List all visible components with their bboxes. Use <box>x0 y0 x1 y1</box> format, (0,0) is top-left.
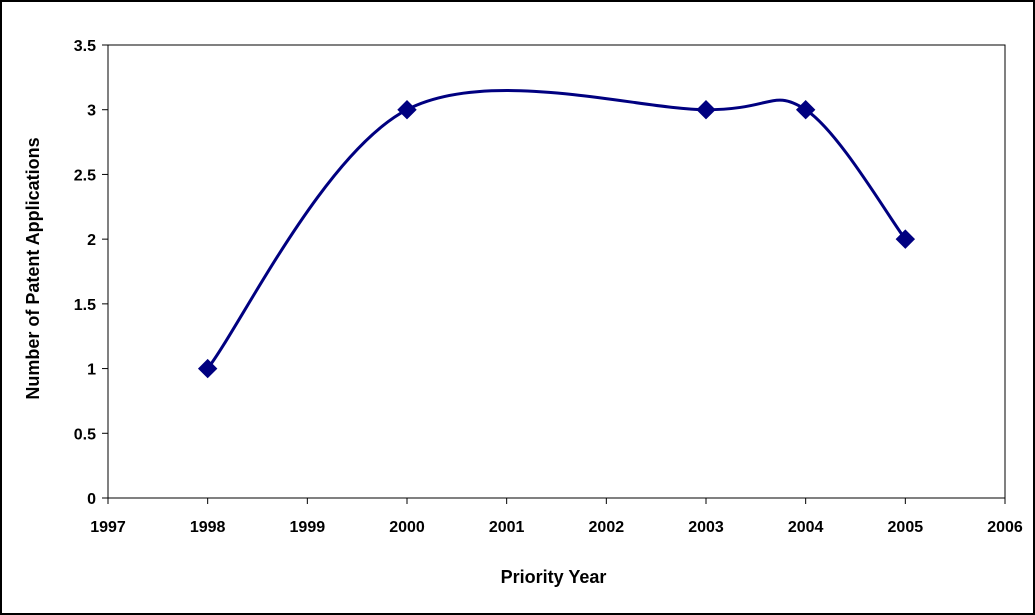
y-axis-title: Number of Patent Applications <box>23 137 43 399</box>
series-line <box>206 89 907 371</box>
y-tick-labels: 0 0.5 1 1.5 2 2.5 3 3.5 <box>74 38 96 508</box>
y-tick-label: 3.5 <box>74 38 96 55</box>
x-tick-label: 2005 <box>888 519 924 536</box>
y-tick-label: 2 <box>87 232 96 249</box>
x-tick-label: 2004 <box>788 519 824 536</box>
x-tick-label: 1999 <box>290 519 326 536</box>
x-tick-label: 2002 <box>589 519 625 536</box>
x-tick-label: 1997 <box>90 519 126 536</box>
y-tick-label: 0 <box>87 491 96 508</box>
y-tick-label: 1.5 <box>74 297 96 314</box>
axes <box>102 44 1006 504</box>
x-tick-label: 2006 <box>987 519 1023 536</box>
data-point-marker <box>397 100 417 120</box>
y-tick-label: 3 <box>87 103 96 120</box>
plot-area-border <box>107 44 1006 499</box>
y-tick-label: 0.5 <box>74 426 96 443</box>
data-point-marker <box>696 100 716 120</box>
series-group <box>197 89 916 379</box>
data-point-marker <box>795 100 816 120</box>
x-tick-label: 1998 <box>190 519 226 536</box>
data-point-marker <box>197 358 218 379</box>
y-tick-label: 1 <box>87 362 96 379</box>
x-tick-label: 2001 <box>489 519 525 536</box>
x-tick-label: 2003 <box>688 519 724 536</box>
data-point-marker <box>895 229 916 249</box>
y-tick-label: 2.5 <box>74 167 96 184</box>
x-tick-label: 2000 <box>389 519 425 536</box>
x-tick-labels: 1997 1998 1999 2000 2001 2002 2003 2004 2005 2006 <box>90 519 1023 536</box>
x-axis-title: Priority Year <box>501 567 607 587</box>
